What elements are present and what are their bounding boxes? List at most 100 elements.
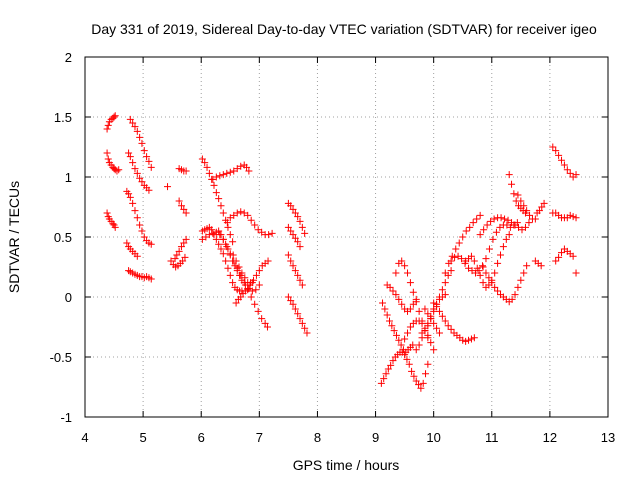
data-point bbox=[126, 153, 134, 161]
data-point bbox=[514, 191, 522, 199]
data-point bbox=[415, 307, 423, 315]
data-point bbox=[217, 231, 225, 239]
data-point bbox=[482, 269, 490, 277]
data-point bbox=[111, 112, 119, 120]
series-s32 bbox=[418, 267, 455, 337]
series-s5 bbox=[125, 149, 153, 194]
data-point bbox=[404, 269, 412, 277]
data-point bbox=[296, 276, 304, 284]
data-point bbox=[287, 297, 295, 305]
data-point bbox=[406, 279, 414, 287]
data-point bbox=[447, 267, 455, 275]
data-point bbox=[470, 334, 478, 342]
data-point bbox=[247, 216, 255, 224]
data-point bbox=[167, 257, 175, 265]
data-point bbox=[462, 227, 470, 235]
data-point bbox=[126, 115, 134, 123]
data-points bbox=[103, 112, 580, 392]
data-point bbox=[237, 293, 245, 301]
data-point bbox=[208, 226, 216, 234]
data-point bbox=[219, 209, 227, 217]
data-point bbox=[111, 223, 119, 231]
data-point bbox=[412, 377, 420, 385]
data-point bbox=[289, 300, 297, 308]
data-point bbox=[476, 211, 484, 219]
series-s33 bbox=[421, 305, 443, 337]
data-point bbox=[232, 257, 240, 265]
y-tick-label: 0 bbox=[65, 290, 72, 305]
data-point bbox=[467, 252, 475, 260]
data-point bbox=[384, 365, 392, 373]
data-point bbox=[497, 214, 505, 222]
data-point bbox=[523, 207, 531, 215]
data-point bbox=[261, 319, 269, 327]
data-point bbox=[572, 171, 580, 179]
data-point bbox=[419, 379, 427, 387]
series-s23 bbox=[284, 223, 304, 251]
series-s1 bbox=[103, 112, 119, 133]
data-point bbox=[510, 190, 518, 198]
series-s39 bbox=[479, 262, 531, 306]
data-point bbox=[525, 219, 533, 227]
data-point bbox=[210, 181, 218, 189]
data-point bbox=[251, 221, 259, 229]
data-point bbox=[398, 300, 406, 308]
data-point bbox=[205, 231, 213, 239]
data-point bbox=[490, 215, 498, 223]
data-point bbox=[441, 269, 449, 277]
data-point bbox=[237, 162, 245, 170]
data-point bbox=[126, 193, 134, 201]
data-point bbox=[447, 325, 455, 333]
data-point bbox=[398, 257, 406, 265]
data-point bbox=[470, 257, 478, 265]
data-point bbox=[103, 125, 111, 133]
y-tick-label: 0.5 bbox=[54, 230, 72, 245]
series-s13 bbox=[175, 165, 190, 175]
data-point bbox=[140, 233, 148, 241]
data-point bbox=[488, 279, 496, 287]
y-tick-label: 1.5 bbox=[54, 110, 72, 125]
data-point bbox=[552, 257, 560, 265]
data-point bbox=[110, 113, 118, 121]
data-point bbox=[526, 211, 534, 219]
data-point bbox=[452, 245, 460, 253]
data-point bbox=[129, 159, 137, 167]
data-point bbox=[421, 327, 429, 335]
data-point bbox=[478, 262, 486, 270]
data-point bbox=[264, 257, 272, 265]
data-point bbox=[182, 235, 190, 243]
data-point bbox=[287, 202, 295, 210]
data-point bbox=[459, 233, 467, 241]
data-point bbox=[380, 375, 388, 383]
data-point bbox=[494, 287, 502, 295]
x-tick-label: 10 bbox=[426, 430, 440, 445]
data-point bbox=[212, 235, 220, 243]
x-tick-label: 7 bbox=[256, 430, 263, 445]
x-tick-label: 4 bbox=[81, 430, 88, 445]
data-point bbox=[392, 331, 400, 339]
data-point bbox=[177, 202, 185, 210]
data-point bbox=[244, 285, 252, 293]
data-point bbox=[164, 183, 172, 191]
series-s8 bbox=[125, 267, 155, 283]
data-point bbox=[291, 209, 299, 217]
data-point bbox=[215, 227, 223, 235]
data-point bbox=[289, 231, 297, 239]
data-point bbox=[215, 240, 223, 248]
series-s37 bbox=[462, 231, 513, 291]
data-point bbox=[465, 336, 473, 344]
data-point bbox=[219, 235, 227, 243]
data-point bbox=[296, 243, 304, 251]
data-point bbox=[540, 199, 548, 207]
data-point bbox=[212, 189, 220, 197]
series-s24 bbox=[284, 251, 306, 289]
data-point bbox=[520, 202, 528, 210]
series-s22 bbox=[284, 199, 309, 237]
data-point bbox=[254, 307, 262, 315]
data-point bbox=[284, 223, 292, 231]
data-point bbox=[505, 171, 513, 179]
data-point bbox=[291, 305, 299, 313]
data-point bbox=[223, 169, 231, 177]
data-point bbox=[397, 341, 405, 349]
data-point bbox=[466, 223, 474, 231]
